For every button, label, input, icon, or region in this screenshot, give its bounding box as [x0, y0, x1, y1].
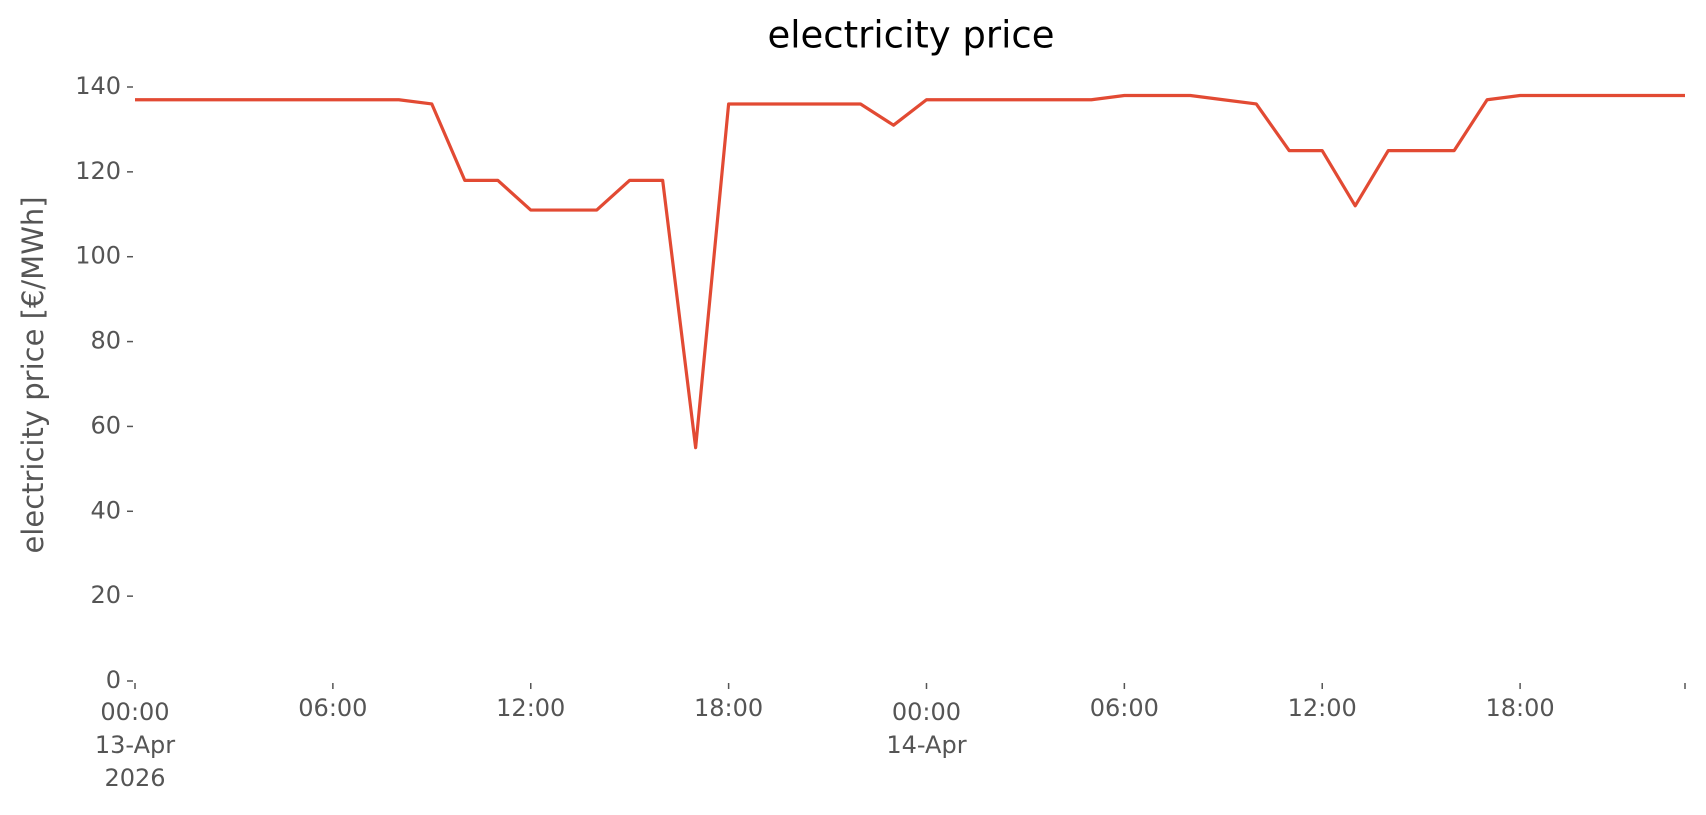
x-tick-label: 00:00 14-Apr: [886, 698, 966, 759]
x-tick-label: 06:00: [298, 694, 367, 722]
x-tick-label: 00:00 13-Apr 2026: [95, 698, 175, 792]
y-tick-label: 40: [90, 496, 121, 524]
x-tick-label: 12:00: [496, 694, 565, 722]
y-axis-label: electricity price [€/MWh]: [16, 196, 50, 553]
x-tick-label: 18:00: [694, 694, 763, 722]
y-tick-label: 60: [90, 411, 121, 439]
y-tick-label: 140: [75, 72, 121, 100]
y-tick-label: 80: [90, 327, 121, 355]
x-tick-label: 18:00: [1486, 694, 1555, 722]
chart-title: electricity price: [767, 14, 1054, 57]
price-line: [135, 93, 1685, 450]
x-tick-label: 12:00: [1288, 694, 1357, 722]
y-tick-label: 0: [106, 666, 121, 694]
x-tick-label: 06:00: [1090, 694, 1159, 722]
y-tick-label: 20: [90, 581, 121, 609]
y-tick-label: 100: [75, 242, 121, 270]
y-tick-label: 120: [75, 157, 121, 185]
